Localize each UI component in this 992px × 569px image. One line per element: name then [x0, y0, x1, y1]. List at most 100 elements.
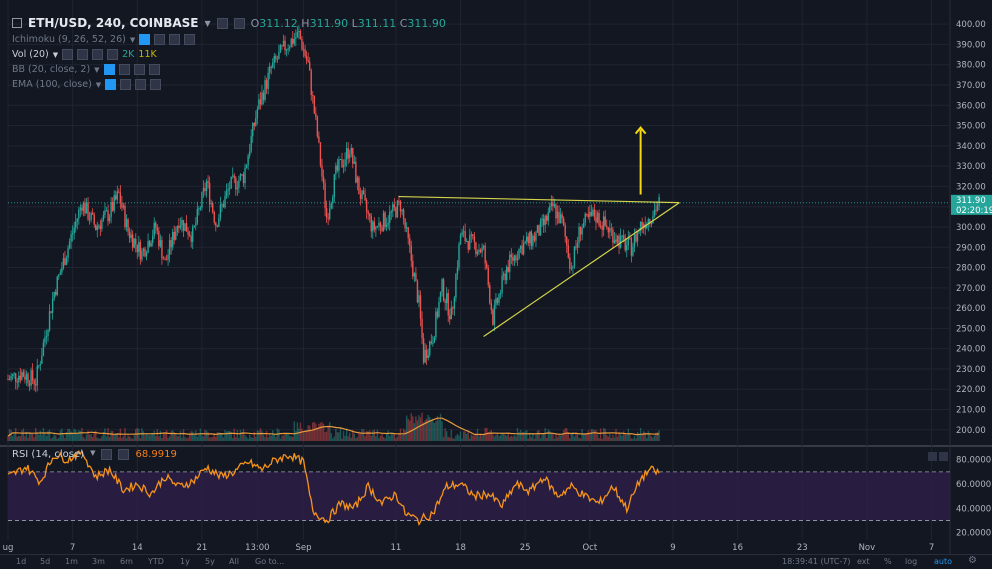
volume-bar [328, 422, 331, 441]
log-toggle[interactable]: log [905, 557, 918, 566]
candle-body [482, 245, 485, 248]
source-icon[interactable] [169, 34, 181, 45]
volume-bar [482, 433, 485, 441]
volume-bar [161, 438, 163, 441]
candle-body [622, 235, 625, 240]
chevron-down-icon[interactable]: ▼ [94, 65, 100, 74]
source-icon[interactable] [133, 64, 145, 75]
settings-icon[interactable] [101, 449, 113, 460]
candle-body [395, 207, 397, 218]
percent-toggle[interactable]: % [884, 557, 892, 566]
range-ytd[interactable]: YTD [148, 557, 164, 566]
volume-bar [430, 420, 432, 441]
candle-body [444, 300, 446, 303]
indicator-bb[interactable]: BB (20, close, 2) ▼ [12, 64, 446, 75]
price-tick-label: 300.00 [956, 223, 986, 233]
settings-icon[interactable] [154, 34, 166, 45]
range-all[interactable]: All [229, 557, 239, 566]
volume-bars [7, 412, 660, 441]
range-1d[interactable]: 1d [16, 557, 27, 566]
chevron-down-icon[interactable]: ▼ [129, 35, 136, 44]
eye-icon[interactable] [62, 49, 74, 60]
candle-body [527, 236, 529, 244]
gear-icon[interactable]: ⚙ [968, 555, 977, 566]
close-icon[interactable] [184, 34, 196, 45]
candle-body [558, 211, 560, 224]
candle-body [407, 227, 409, 239]
bb-label: BB (20, close, 2) [12, 64, 91, 75]
volume-bar [108, 437, 111, 441]
volume-bar [352, 429, 354, 441]
candle-body [598, 212, 600, 226]
volume-bar [73, 428, 75, 441]
volume-bar [353, 433, 356, 441]
price-tick-label: 360.00 [956, 101, 986, 111]
volume-bar [533, 438, 536, 441]
volume-bar [376, 429, 379, 441]
chevron-down-icon[interactable]: ▼ [90, 449, 96, 457]
volume-bar [438, 419, 440, 441]
candle-body [450, 307, 452, 320]
indicator-ema[interactable]: EMA (100, close) ▼ [12, 79, 446, 90]
close-icon[interactable] [107, 49, 119, 60]
candle-body [148, 241, 151, 247]
range-1m[interactable]: 1m [65, 557, 78, 566]
goto-button[interactable]: Go to... [255, 557, 285, 566]
range-5d[interactable]: 5d [40, 557, 51, 566]
candle-body [319, 142, 322, 166]
eye-icon[interactable] [103, 64, 115, 75]
volume-bar [316, 427, 319, 441]
range-3m[interactable]: 3m [92, 557, 105, 566]
volume-bar [42, 427, 45, 441]
chevron-down-icon[interactable]: ▼ [204, 18, 211, 28]
ext-toggle[interactable]: ext [857, 557, 870, 566]
rsi-legend[interactable]: RSI (14, close) ▼ 68.9919 [12, 449, 177, 460]
volume-bar [413, 423, 416, 441]
candle-body [333, 174, 336, 198]
volume-bar [82, 436, 85, 441]
candle-body [504, 273, 506, 281]
candle-body [21, 372, 23, 380]
close-icon[interactable] [148, 64, 160, 75]
settings-icon[interactable] [216, 17, 228, 29]
indicator-ichimoku[interactable]: Ichimoku (9, 26, 52, 26) ▼ [12, 34, 446, 45]
volume-bar [407, 418, 409, 441]
range-6m[interactable]: 6m [120, 557, 133, 566]
candle-body [392, 204, 394, 212]
auto-toggle[interactable]: auto [934, 557, 953, 566]
close-icon[interactable] [118, 449, 130, 460]
volume-bar [622, 431, 625, 441]
eye-icon[interactable] [139, 34, 151, 45]
close-icon[interactable] [150, 79, 162, 90]
range-5y[interactable]: 5y [205, 557, 215, 566]
collapse-icon[interactable] [12, 18, 22, 28]
eye-icon[interactable] [105, 79, 117, 90]
volume-bar [536, 430, 539, 441]
candle-body [338, 159, 340, 171]
settings-icon[interactable] [120, 79, 132, 90]
symbol-title[interactable]: ETH/USD, 240, COINBASE [28, 16, 199, 30]
close-icon[interactable] [233, 17, 245, 29]
indicator-volume[interactable]: Vol (20) ▼ 2K 11K [12, 49, 446, 60]
volume-bar [53, 433, 55, 441]
volume-ma-line [7, 417, 660, 437]
source-icon[interactable] [92, 49, 104, 60]
candle-body [642, 224, 645, 228]
chevron-down-icon[interactable]: ▼ [95, 80, 102, 89]
candle-body [255, 118, 257, 126]
candle-body [248, 151, 251, 156]
settings-icon[interactable] [118, 64, 130, 75]
volume-bar [442, 436, 445, 441]
range-1y[interactable]: 1y [180, 557, 190, 566]
candle-body [352, 147, 354, 164]
chevron-down-icon[interactable]: ▼ [52, 50, 59, 59]
candle-body [639, 221, 642, 231]
volume-bar [131, 438, 134, 441]
volume-bar [504, 434, 506, 441]
settings-icon[interactable] [77, 49, 89, 60]
volume-bar [221, 432, 223, 441]
source-icon[interactable] [135, 79, 147, 90]
candle-body [175, 231, 177, 240]
candle-body [222, 204, 225, 208]
